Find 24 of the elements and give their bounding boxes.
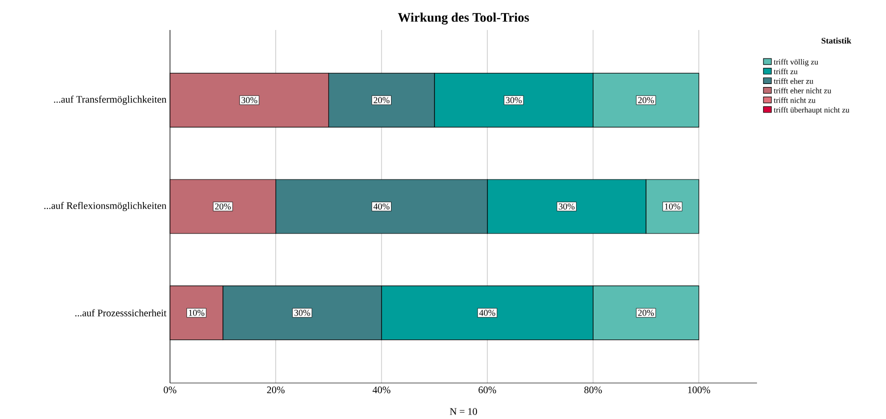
data-label: 30%: [558, 203, 575, 210]
data-label: 10%: [664, 203, 680, 210]
y-tick-label: ...auf Prozesssicherheit: [75, 309, 166, 316]
y-tick-label: ...auf Transfermöglichkeiten: [54, 96, 166, 105]
x-tick-label: 20%: [267, 386, 285, 394]
data-label: 40%: [373, 203, 390, 210]
x-tick-label: 0%: [164, 386, 176, 394]
data-label: 20%: [374, 97, 390, 104]
y-tick-label: ...auf Reflexionsmöglichkeiten: [44, 202, 166, 212]
data-label: 20%: [215, 203, 231, 210]
legend-title: Statistik: [822, 38, 852, 44]
data-label: 30%: [294, 310, 310, 316]
data-label: 10%: [189, 310, 204, 316]
data-label: 40%: [479, 310, 496, 316]
data-label: 20%: [638, 97, 654, 104]
data-label: 30%: [242, 97, 258, 104]
data-label: 20%: [638, 310, 654, 316]
chart-title: Wirkung des Tool-Trios: [398, 12, 529, 24]
x-tick-label: 40%: [372, 386, 390, 394]
x-tick-label: 60%: [478, 386, 496, 394]
data-label: 30%: [506, 97, 522, 104]
x-tick-label: 100%: [688, 386, 710, 394]
x-tick-label: 80%: [584, 386, 602, 394]
x-axis-title: N = 10: [450, 408, 478, 415]
